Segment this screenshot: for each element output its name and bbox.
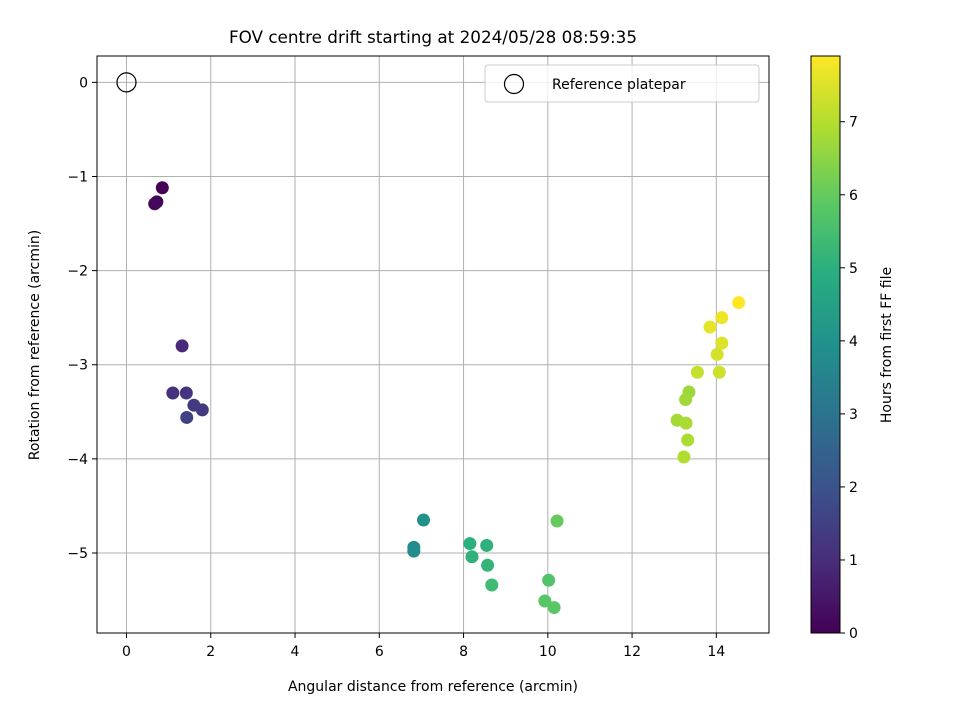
scatter-point [550, 514, 564, 528]
scatter-point [677, 450, 691, 464]
scatter-point [679, 416, 693, 430]
colorbar-tick-label: 5 [849, 261, 858, 277]
y-axis-label: Rotation from reference (arcmin) [27, 230, 43, 460]
plot-frame [96, 55, 770, 634]
y-axis-ticks: 0 −1 −2 −3 −4 −5 [67, 75, 97, 562]
colorbar-tick-label: 6 [849, 188, 858, 204]
legend: Reference platepar [484, 64, 760, 103]
scatter-point [407, 544, 421, 558]
chart-title: FOV centre drift starting at 2024/05/28 … [229, 27, 637, 47]
y-tick-label: −2 [67, 264, 88, 280]
scatter-point [542, 573, 556, 587]
scatter-point [166, 386, 180, 400]
scatter-point [679, 393, 693, 407]
scatter-point [485, 578, 499, 592]
scatter-point [538, 594, 552, 608]
scatter-point [148, 197, 162, 211]
colorbar-ticks: 0 1 2 3 4 5 6 7 [840, 115, 858, 642]
scatter-point [710, 347, 724, 361]
scatter-point [465, 550, 479, 564]
x-tick-label: 0 [122, 644, 131, 660]
grid-lines [97, 56, 769, 633]
reference-platepar-marker [116, 72, 137, 93]
scatter-point [715, 311, 729, 325]
colorbar: 0 1 2 3 4 5 6 7 Hours from first FF file [810, 55, 895, 642]
colorbar-gradient [810, 55, 841, 634]
y-tick-label: 0 [79, 75, 88, 91]
scatter-point [480, 538, 494, 552]
scatter-point [547, 601, 561, 615]
scatter-point [712, 365, 726, 379]
y-tick-label: −5 [67, 546, 88, 562]
colorbar-tick-label: 7 [849, 115, 858, 131]
x-axis-label: Angular distance from reference (arcmin) [288, 679, 578, 695]
x-tick-label: 2 [206, 644, 215, 660]
colorbar-tick-label: 0 [849, 626, 858, 642]
scatter-point [463, 537, 477, 551]
legend-marker-icon [503, 73, 525, 95]
y-tick-label: −1 [67, 169, 88, 185]
y-tick-label: −4 [67, 452, 88, 468]
y-tick-label: −3 [67, 358, 88, 374]
scatter-point [703, 320, 717, 334]
x-tick-label: 10 [539, 644, 557, 660]
x-tick-label: 14 [707, 644, 725, 660]
x-tick-label: 4 [291, 644, 300, 660]
colorbar-tick-label: 4 [849, 334, 858, 350]
x-axis-ticks: 0 2 4 6 8 10 12 14 [122, 633, 725, 660]
data-points [116, 72, 746, 615]
scatter-point [180, 410, 194, 424]
scatter-point [690, 365, 704, 379]
legend-box [484, 64, 760, 103]
x-tick-label: 6 [375, 644, 384, 660]
scatter-point [179, 386, 193, 400]
colorbar-tick-label: 1 [849, 553, 858, 569]
scatter-point [155, 181, 169, 195]
scatter-point [481, 558, 495, 572]
x-tick-label: 12 [623, 644, 641, 660]
scatter-point [195, 403, 209, 417]
colorbar-label: Hours from first FF file [879, 267, 895, 423]
colorbar-tick-label: 2 [849, 480, 858, 496]
x-tick-label: 8 [459, 644, 468, 660]
scatter-point [715, 336, 729, 350]
scatter-point [175, 339, 189, 353]
scatter-point [732, 296, 746, 310]
scatter-point [681, 433, 695, 447]
legend-label: Reference platepar [552, 77, 686, 93]
scatter-point [417, 513, 431, 527]
colorbar-tick-label: 3 [849, 407, 858, 423]
